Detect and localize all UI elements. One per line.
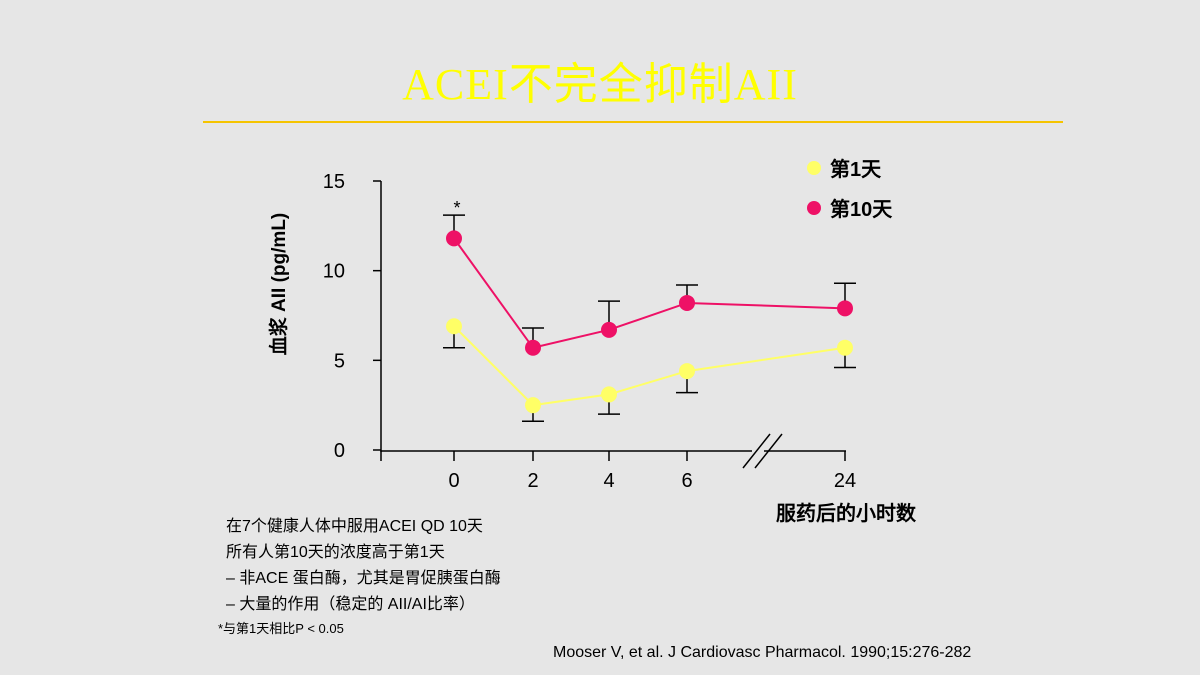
- data-point: [525, 397, 541, 414]
- x-tick-label: 0: [448, 470, 459, 492]
- note-line: 在7个健康人体中服用ACEI QD 10天: [226, 518, 483, 535]
- note-line: 所有人第10天的浓度高于第1天: [226, 544, 445, 561]
- data-point: [679, 363, 695, 380]
- legend-marker: [807, 161, 821, 175]
- legend-marker: [807, 201, 821, 215]
- notes: 在7个健康人体中服用ACEI QD 10天 所有人第10天的浓度高于第1天 – …: [226, 514, 501, 618]
- data-point: [601, 386, 617, 403]
- data-point: [525, 339, 541, 356]
- slide-title: ACEI不完全抑制AII: [402, 60, 798, 109]
- footnote: *与第1天相比P < 0.05: [218, 621, 344, 636]
- legend-label: 第10天: [830, 197, 893, 221]
- axis-break-mark: [754, 433, 783, 469]
- note-line: – 非ACE 蛋白酶，尤其是胃促胰蛋白酶: [226, 570, 501, 587]
- y-tick-label: 0: [334, 440, 345, 462]
- data-point: [446, 318, 462, 335]
- data-point: [601, 321, 617, 338]
- series-line: [453, 237, 846, 349]
- y-tick-label: 10: [323, 261, 345, 283]
- data-point: [446, 230, 462, 247]
- x-tick-label: 4: [603, 470, 614, 492]
- series-line: [453, 325, 846, 407]
- x-tick-label: 6: [681, 470, 692, 492]
- y-axis-title: 血浆 AII (pg/mL): [267, 213, 290, 355]
- y-tick-label: 15: [323, 171, 345, 193]
- data-point: [679, 294, 695, 311]
- data-point: [837, 300, 853, 317]
- note-line: – 大量的作用（稳定的 AII/AI比率）: [226, 596, 475, 613]
- legend-label: 第1天: [830, 157, 882, 181]
- x-axis-title: 服药后的小时数: [776, 501, 917, 525]
- axis-break-mark: [742, 433, 771, 469]
- title-divider: [203, 121, 1063, 123]
- y-tick-label: 5: [334, 350, 345, 372]
- significance-marker: *: [453, 198, 460, 218]
- data-point: [837, 339, 853, 356]
- citation: Mooser V, et al. J Cardiovasc Pharmacol.…: [553, 644, 972, 661]
- x-tick-label: 24: [834, 470, 856, 492]
- x-tick-label: 2: [527, 470, 538, 492]
